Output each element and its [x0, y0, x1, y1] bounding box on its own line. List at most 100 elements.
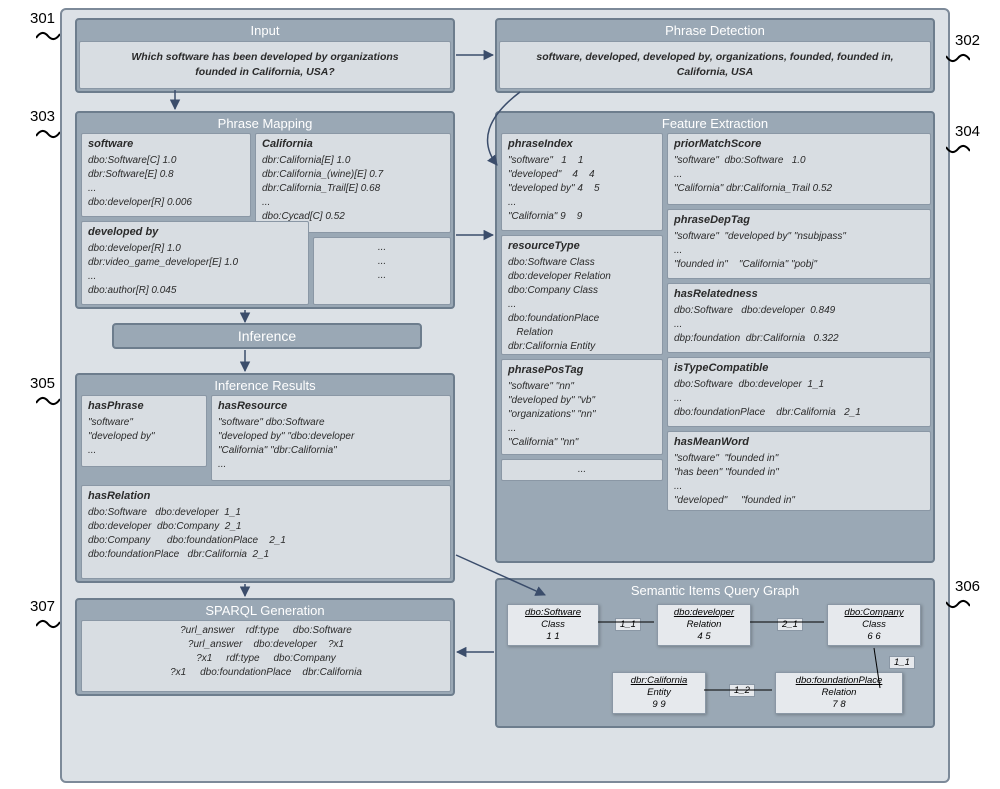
row: ... — [320, 241, 444, 255]
row: ... — [262, 196, 444, 210]
mapping-software-title: software — [88, 137, 244, 152]
row: dbr:California[E] 1.0 — [262, 154, 444, 168]
fe-phrase-pos-tag: phrasePosTag "software" "nn" "developed … — [501, 359, 663, 455]
sub-title: hasPhrase — [88, 399, 200, 414]
sub-title: phrasePosTag — [508, 363, 656, 378]
node-idx: 6 6 — [833, 631, 915, 643]
tilde-icon — [946, 596, 970, 606]
row: "software" "nn" — [508, 380, 656, 394]
node-idx: 9 9 — [618, 699, 700, 711]
fe-has-relatedness: hasRelatedness dbo:Software dbo:develope… — [667, 283, 931, 353]
ir-has-phrase: hasPhrase "software" "developed by" ... — [81, 395, 207, 467]
row: dbo:developer Relation — [508, 270, 656, 284]
node-idx: 4 5 — [663, 631, 745, 643]
row: dbr:California_(wine)[E] 0.7 — [262, 168, 444, 182]
node-uri: dbo:foundationPlace — [781, 675, 897, 687]
tilde-icon — [36, 28, 60, 38]
row: dbo:Software dbo:developer 1_1 — [674, 378, 924, 392]
node-california: dbr:California Entity 9 9 — [612, 672, 706, 714]
row: "software" — [88, 416, 200, 430]
node-developer: dbo:developer Relation 4 5 — [657, 604, 751, 646]
node-type: Entity — [618, 687, 700, 699]
node-idx: 7 8 — [781, 699, 897, 711]
tilde-icon — [36, 616, 60, 626]
ref-307: 307 — [30, 598, 55, 615]
edge-2-1: 2_1 — [777, 618, 803, 631]
phrase-detection-title: Phrase Detection — [499, 22, 931, 41]
ref-303: 303 — [30, 108, 55, 125]
ir-has-resource: hasResource "software" dbo:Software "dev… — [211, 395, 451, 481]
row: ... — [320, 255, 444, 269]
fe-phrase-dep-tag: phraseDepTag "software" "developed by" "… — [667, 209, 931, 279]
tilde-icon — [36, 393, 60, 403]
sub-title: isTypeCompatible — [674, 361, 924, 376]
row: dbo:Software dbo:developer 1_1 — [88, 506, 444, 520]
row: ?x1 dbo:foundationPlace dbr:California — [88, 666, 444, 680]
node-foundation: dbo:foundationPlace Relation 7 8 — [775, 672, 903, 714]
node-type: Class — [833, 619, 915, 631]
feature-extraction-panel: Feature Extraction phraseIndex "software… — [495, 111, 935, 563]
phrase-detection-panel: Phrase Detection software, developed, de… — [495, 18, 935, 93]
sub-title: phraseDepTag — [674, 213, 924, 228]
fe-ellipsis: ... — [501, 459, 663, 481]
node-software: dbo:Software Class 1 1 — [507, 604, 599, 646]
row: ?url_answer dbo:developer ?x1 — [88, 638, 444, 652]
row: ... — [674, 392, 924, 406]
mapping-ellipsis: ... ... ... — [313, 237, 451, 305]
phrase-mapping-panel: Phrase Mapping software dbo:Software[C] … — [75, 111, 455, 309]
inference-results-title: Inference Results — [79, 377, 451, 396]
sub-title: phraseIndex — [508, 137, 656, 152]
node-type: Class — [513, 619, 593, 631]
row: ... — [508, 422, 656, 436]
row: "founded in" "California" "pobj" — [674, 258, 924, 272]
sparql-panel: SPARQL Generation ?url_answer rdf:type d… — [75, 598, 455, 696]
row: "developed" "founded in" — [674, 494, 924, 508]
ref-305: 305 — [30, 375, 55, 392]
row: ... — [508, 298, 656, 312]
row: "organizations" "nn" — [508, 408, 656, 422]
row: ... — [508, 463, 656, 477]
row: dbo:Software dbo:developer 0.849 — [674, 304, 924, 318]
row: ... — [674, 318, 924, 332]
feature-extraction-title: Feature Extraction — [499, 115, 931, 134]
node-type: Relation — [663, 619, 745, 631]
sub-title: priorMatchScore — [674, 137, 924, 152]
row: "developed" 4 4 — [508, 168, 656, 182]
row: dbr:California Entity — [508, 340, 656, 354]
row: "has been" "founded in" — [674, 466, 924, 480]
row: dbo:author[R] 0.045 — [88, 284, 302, 298]
node-company: dbo:Company Class 6 6 — [827, 604, 921, 646]
node-uri: dbr:California — [618, 675, 700, 687]
row: "California" 9 9 — [508, 210, 656, 224]
mapping-developed-by: developed by dbo:developer[R] 1.0 dbr:vi… — [81, 221, 309, 305]
edge-1-2: 1_2 — [729, 684, 755, 697]
row: ... — [88, 270, 302, 284]
input-panel: Input Which software has been developed … — [75, 18, 455, 93]
sub-title: resourceType — [508, 239, 656, 254]
sparql-body: ?url_answer rdf:type dbo:Software ?url_a… — [81, 620, 451, 692]
node-uri: dbo:Company — [833, 607, 915, 619]
row: dbo:foundationPlace dbr:California 2_1 — [88, 548, 444, 562]
sub-title: hasRelatedness — [674, 287, 924, 302]
mapping-developed-by-title: developed by — [88, 225, 302, 240]
edge-1-1b: 1_1 — [889, 656, 915, 669]
ir-has-relation: hasRelation dbo:Software dbo:developer 1… — [81, 485, 451, 579]
row: "software" 1 1 — [508, 154, 656, 168]
edge-1-1: 1_1 — [615, 618, 641, 631]
row: dbo:foundationPlace — [508, 312, 656, 326]
node-uri: dbo:Software — [513, 607, 593, 619]
row: dbp:foundation dbr:California 0.322 — [674, 332, 924, 346]
row: ... — [674, 480, 924, 494]
tilde-icon — [946, 50, 970, 60]
fe-prior-match-score: priorMatchScore "software" dbo:Software … — [667, 133, 931, 205]
query-graph-panel: Semantic Items Query Graph dbo:Software … — [495, 578, 935, 728]
fe-phrase-index: phraseIndex "software" 1 1 "developed" 4… — [501, 133, 663, 231]
row: dbr:Software[E] 0.8 — [88, 168, 244, 182]
ref-304: 304 — [955, 123, 980, 140]
sub-title: hasResource — [218, 399, 444, 414]
row: "software" "developed by" "nsubjpass" — [674, 230, 924, 244]
ref-302: 302 — [955, 32, 980, 49]
row: "California" "nn" — [508, 436, 656, 450]
ref-306: 306 — [955, 578, 980, 595]
row: "California" dbr:California_Trail 0.52 — [674, 182, 924, 196]
